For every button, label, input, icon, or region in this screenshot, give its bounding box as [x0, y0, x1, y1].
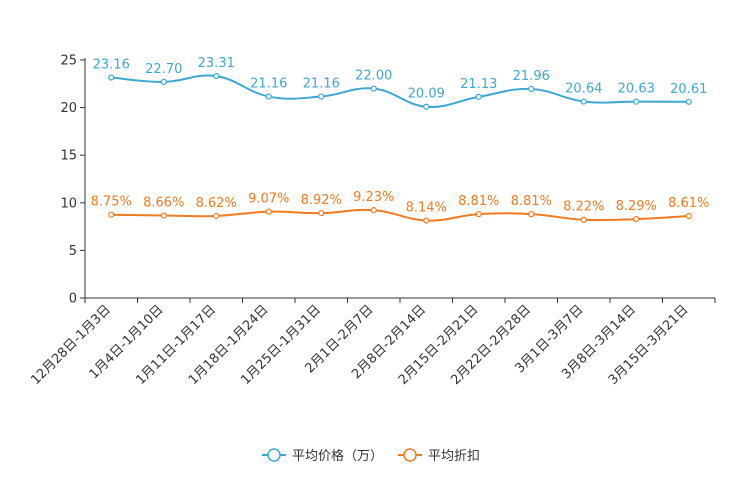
legend-label: 平均价格（万） [292, 448, 383, 464]
data-label: 8.29% [616, 199, 657, 214]
data-label: 9.07% [248, 192, 289, 207]
y-tick-label: 15 [60, 149, 77, 164]
data-point[interactable] [160, 78, 167, 85]
data-label: 9.23% [353, 190, 394, 205]
data-point[interactable] [685, 212, 692, 220]
data-point[interactable] [580, 98, 587, 105]
data-point[interactable] [318, 93, 325, 100]
data-point[interactable] [108, 74, 115, 81]
data-point[interactable] [265, 93, 272, 100]
data-point[interactable] [423, 103, 430, 110]
data-label: 8.62% [196, 196, 237, 211]
data-point[interactable] [633, 215, 640, 223]
data-point[interactable] [528, 85, 535, 93]
data-label: 23.31 [198, 56, 235, 71]
data-label: 21.16 [250, 77, 287, 92]
y-tick-label: 10 [60, 196, 77, 211]
data-label: 8.81% [511, 194, 552, 209]
data-label: 20.09 [408, 87, 445, 102]
data-label: 21.96 [513, 69, 550, 84]
data-label: 21.13 [460, 77, 497, 92]
data-label: 22.00 [355, 69, 392, 84]
data-label: 8.22% [563, 200, 604, 215]
data-point[interactable] [213, 72, 220, 80]
series-line [111, 208, 689, 222]
data-label: 8.75% [91, 195, 132, 210]
data-point[interactable] [580, 216, 587, 223]
series-1: 23.16 22.70 23.31 21.16 21.16 22.00 20.09 21.13… [93, 56, 707, 110]
y-tick-label: 5 [69, 244, 77, 259]
series-layer: 23.16 22.70 23.31 21.16 21.16 22.00 20.09 21.13… [91, 56, 709, 224]
legend-label: 平均折扣 [428, 449, 480, 464]
legend-item-1[interactable]: 平均价格（万） [262, 448, 383, 464]
data-label: 8.14% [406, 201, 447, 216]
legend-item-2[interactable]: 平均折扣 [398, 448, 480, 464]
series-line [111, 74, 689, 108]
y-tick-label: 20 [60, 101, 77, 116]
data-point[interactable] [213, 212, 220, 220]
y-tick-label: 25 [60, 54, 77, 69]
data-label: 23.16 [93, 58, 130, 73]
data-point[interactable] [318, 209, 325, 217]
data-point[interactable] [370, 85, 377, 92]
data-point[interactable] [475, 211, 482, 218]
data-label: 8.81% [458, 194, 499, 209]
legend[interactable]: 平均价格（万） 平均折扣 [262, 448, 480, 464]
data-label: 22.70 [145, 62, 182, 77]
data-label: 21.16 [303, 77, 340, 92]
data-label: 8.66% [143, 196, 184, 211]
data-label: 8.92% [301, 193, 342, 208]
data-point[interactable] [685, 98, 692, 105]
data-point[interactable] [475, 93, 482, 100]
y-tick-label: 0 [69, 292, 77, 307]
data-point[interactable] [160, 212, 167, 219]
data-point[interactable] [423, 217, 430, 224]
data-point[interactable] [633, 98, 640, 105]
legend-swatch-marker [267, 448, 281, 462]
data-point[interactable] [265, 208, 272, 215]
data-label: 20.64 [565, 82, 602, 97]
data-label: 8.61% [668, 196, 709, 211]
legend-swatch-marker [403, 448, 417, 462]
data-point[interactable] [370, 207, 377, 214]
data-point[interactable] [108, 211, 115, 218]
data-point[interactable] [528, 211, 535, 218]
data-label: 20.61 [670, 82, 707, 97]
series-2: 8.75% 8.66% 8.62% 9.07% 8.92% 9.23% 8.14% 8.81%… [91, 190, 709, 224]
data-label: 20.63 [618, 82, 655, 97]
